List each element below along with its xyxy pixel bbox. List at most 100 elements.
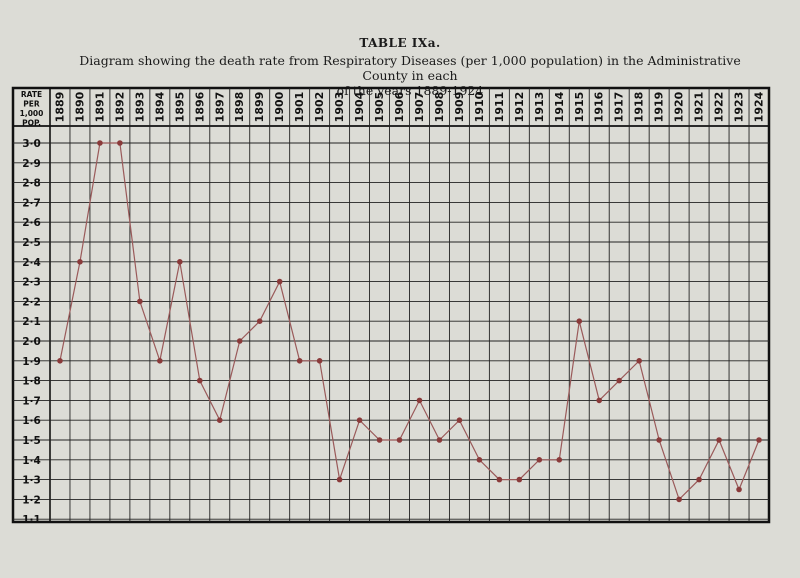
x-tick-label: 1914 [553,91,566,122]
x-tick-label: 1920 [673,91,686,122]
x-tick-label: 1890 [73,91,86,122]
y-tick-label: 1·6 [22,415,41,427]
x-tick-label: 1896 [193,91,206,122]
corner-label-line: RATE [21,90,42,99]
x-tick-label: 1923 [733,92,746,123]
caption-line-1: Diagram showing the death rate from Resp… [79,53,741,83]
x-tick-label: 1894 [153,91,166,122]
y-tick-label: 2·0 [22,336,41,348]
data-point [276,278,283,285]
data-point [356,417,363,424]
x-tick-label: 1917 [613,92,626,123]
death-rate-line [59,142,760,501]
y-tick-label: 1·5 [22,435,41,447]
data-point [576,318,583,325]
x-tick-label: 1915 [573,92,586,123]
data-point [596,397,603,404]
data-point [256,318,263,325]
data-point [416,397,423,404]
x-tick-label: 1916 [593,91,606,122]
x-tick-label: 1899 [253,92,266,123]
x-tick-label: 1921 [693,92,706,123]
x-tick-label: 1907 [413,92,426,123]
data-point [77,259,83,265]
data-point [97,140,103,146]
data-point [376,437,383,443]
x-tick-label: 1906 [393,91,406,122]
y-tick-label: 2·6 [22,217,41,229]
data-point [756,437,762,443]
data-point [236,338,243,344]
x-tick-label: 1910 [473,91,486,122]
data-point [137,298,143,305]
corner-label-line: 1,000 [20,109,44,118]
data-point [196,377,203,384]
x-tick-label: 1902 [313,92,326,123]
data-point [396,437,403,443]
x-tick-label: 1913 [533,92,546,123]
y-tick-label: 1·3 [22,475,41,487]
data-point [676,496,682,503]
corner-label-line: POP. [22,119,41,128]
data-point [736,486,742,493]
y-tick-label: 1·7 [22,395,41,407]
x-tick-label: 1891 [93,92,106,123]
y-tick-label: 1·4 [22,455,41,467]
x-tick-label: 1903 [333,92,346,123]
data-point [556,457,563,463]
x-tick-label: 1924 [753,91,766,122]
y-tick-label: 1·8 [22,376,41,388]
x-tick-label: 1892 [113,92,126,123]
x-tick-label: 1901 [293,92,306,123]
data-point [316,358,323,364]
y-tick-label: 2·7 [22,197,41,209]
data-point [476,457,483,463]
y-tick-label: 2·4 [22,257,41,269]
y-tick-label: 1·1 [22,514,41,526]
data-point [336,476,343,483]
data-point [636,358,642,364]
y-tick-label: 2·2 [22,296,41,308]
x-tick-label: 1900 [273,91,286,122]
data-point [177,259,183,265]
chart-frame [11,86,771,524]
data-point [117,140,123,146]
data-point [616,377,623,384]
data-point [496,476,503,483]
x-tick-label: 1897 [213,92,226,123]
x-tick-label: 1898 [233,92,246,123]
y-tick-label: 2·8 [22,178,41,190]
data-point [536,457,543,463]
x-tick-label: 1889 [53,92,66,123]
data-point [656,437,662,443]
data-point [216,417,223,424]
x-tick-label: 1912 [513,92,526,123]
data-point [296,358,303,364]
y-tick-label: 1·2 [22,494,41,506]
x-tick-label: 1908 [433,92,446,123]
x-tick-label: 1895 [173,92,186,123]
data-point [436,437,443,443]
data-point [516,476,523,483]
y-tick-label: 1·9 [22,356,41,368]
x-tick-label: 1904 [353,91,366,122]
x-tick-label: 1905 [373,92,386,123]
y-tick-label: 2·3 [22,277,41,289]
x-tick-label: 1909 [453,92,466,123]
data-point [716,437,722,443]
y-tick-label: 2·9 [22,158,41,170]
x-tick-label: 1911 [493,92,506,123]
data-point [456,417,463,424]
data-point [157,358,163,364]
x-tick-label: 1922 [713,92,726,123]
y-tick-label: 2·5 [22,237,41,249]
x-tick-label: 1918 [633,92,646,123]
x-tick-label: 1919 [653,92,666,123]
corner-label-line: PER [23,100,40,109]
data-point [696,476,702,483]
data-point [57,358,63,364]
x-tick-label: 1893 [133,92,146,123]
table-label: TABLE IXa. [359,36,441,50]
